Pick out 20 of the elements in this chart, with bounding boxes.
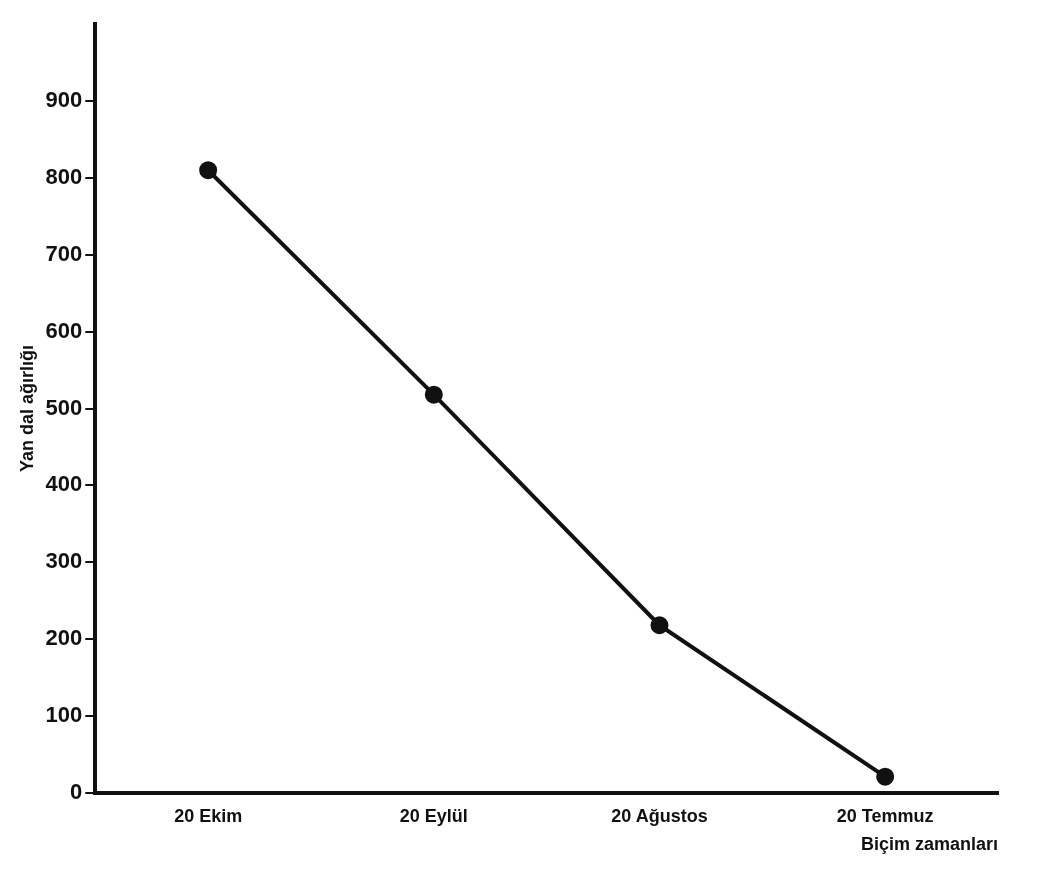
y-tick-label: 200	[45, 625, 83, 651]
y-tick-label: 600	[45, 317, 83, 343]
x-tick-label: 20 Temmuz	[836, 805, 934, 826]
x-tick-label: 20 Ağustos	[611, 805, 708, 826]
y-tick-label: 0	[70, 778, 83, 804]
point	[650, 616, 669, 635]
point	[876, 767, 895, 786]
point	[424, 385, 443, 404]
y-tick-label: 300	[45, 548, 83, 574]
point	[199, 161, 218, 180]
x-tick-label: 20 Eylül	[399, 805, 468, 826]
y-tick-label: 700	[45, 240, 83, 266]
y-tick-label: 900	[45, 87, 83, 113]
y-tick-label: 500	[45, 394, 83, 420]
x-axis-title: Biçim zamanları	[860, 834, 998, 855]
y-tick-label: 100	[45, 702, 83, 727]
x-tick-label: 20 Ekim	[174, 805, 243, 826]
y-tick-label: 800	[45, 163, 83, 189]
y-tick-label: 400	[45, 471, 83, 497]
y-axis-title: Yan dal ağırlığı	[16, 344, 37, 473]
